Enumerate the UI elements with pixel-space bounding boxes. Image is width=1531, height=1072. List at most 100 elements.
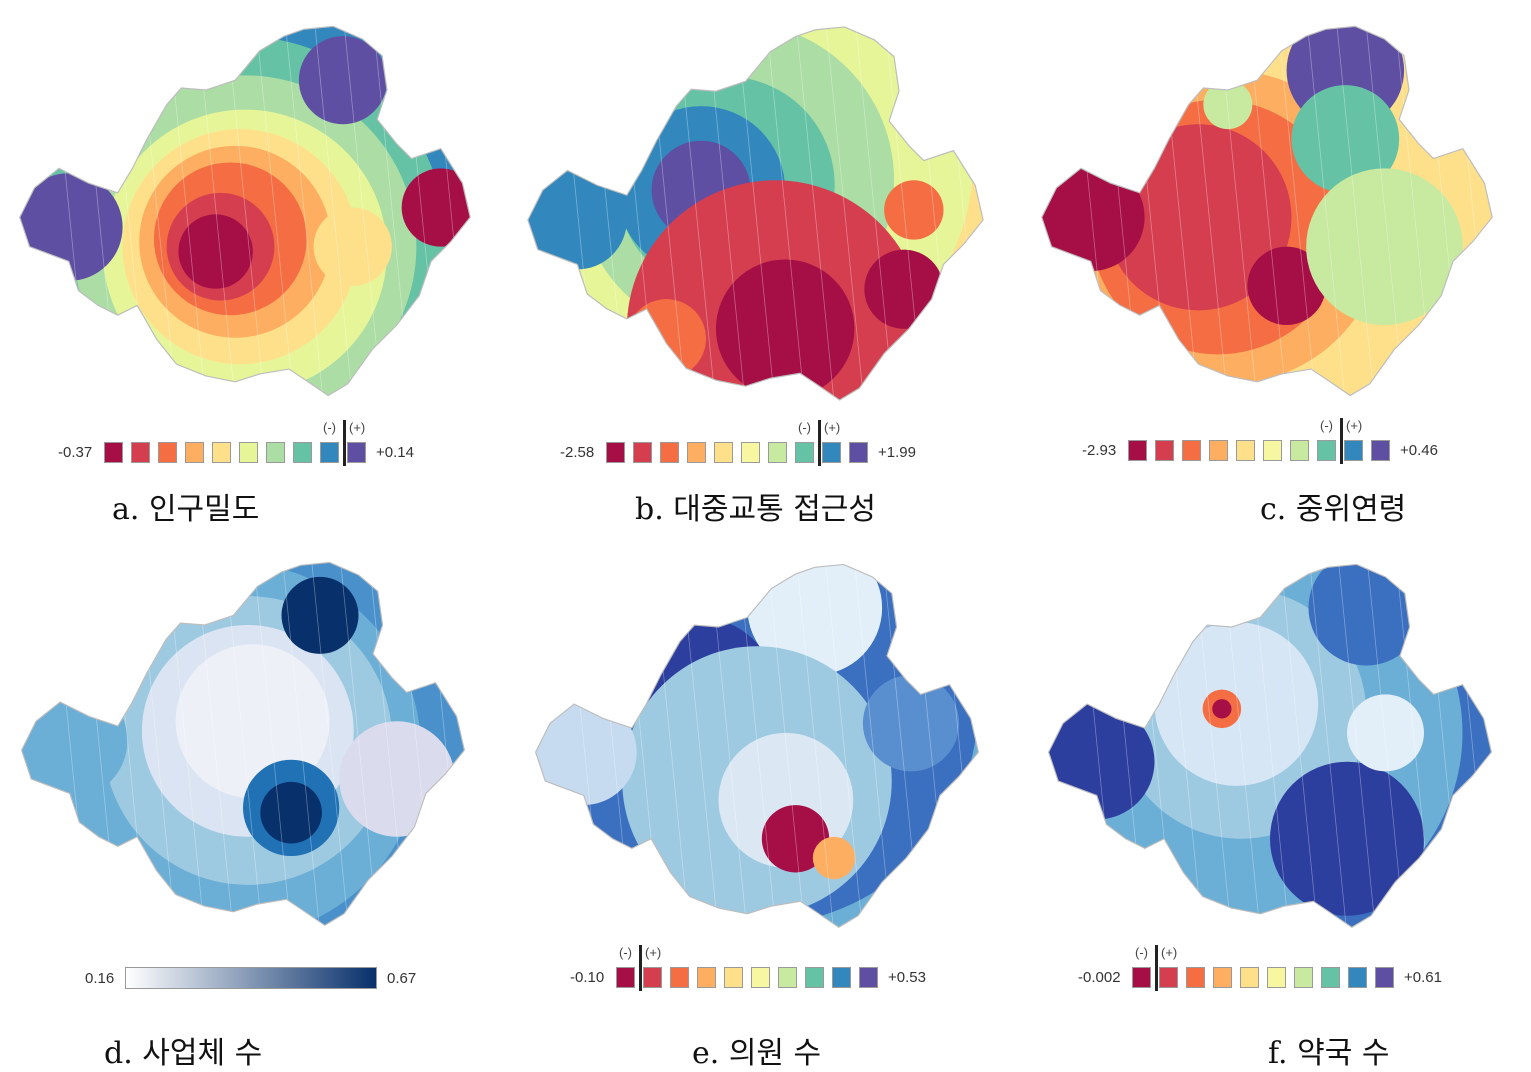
zero-divider <box>818 420 821 466</box>
district-boundary <box>1308 564 1348 928</box>
map-region <box>761 805 830 873</box>
legend-min-label: -2.93 <box>1082 442 1117 459</box>
legend-swatch <box>293 442 312 463</box>
negative-sign-label: (-) <box>1320 418 1333 433</box>
panel-a-population-density: -0.37 +0.14 (-) (+) a. 인구밀도 <box>0 0 510 540</box>
legend-swatch <box>1294 967 1313 988</box>
legend-swatch <box>131 442 150 463</box>
legend-swatch <box>795 442 814 463</box>
legend-max-label: +0.14 <box>376 444 414 461</box>
seoul-choropleth-map <box>535 563 980 928</box>
legend-swatch <box>1317 440 1336 461</box>
negative-sign-label: (-) <box>1135 945 1148 960</box>
legend-min-label: -0.002 <box>1078 969 1121 986</box>
negative-sign-label: (-) <box>323 420 336 435</box>
district-boundary <box>794 26 836 400</box>
legend-max-label: +0.61 <box>1404 969 1442 986</box>
district-boundary <box>824 26 865 400</box>
map-region <box>260 781 322 844</box>
district-boundary <box>283 26 324 396</box>
district-boundary <box>852 564 893 928</box>
map-region <box>1291 85 1400 193</box>
legend-swatch <box>1209 440 1228 461</box>
legend-swatch <box>633 442 652 463</box>
legend-swatch <box>724 967 743 988</box>
legend-max-label: +1.99 <box>878 444 916 461</box>
district-boundary <box>823 564 864 928</box>
legend-swatch <box>687 442 706 463</box>
legend-swatch <box>805 967 824 988</box>
legend-swatch <box>751 967 770 988</box>
legend-swatch <box>1344 440 1363 461</box>
legend-swatch <box>1263 440 1282 461</box>
legend-swatch <box>1132 967 1151 988</box>
map-region <box>281 576 359 654</box>
district-boundary <box>1365 564 1406 928</box>
district-boundary <box>1305 26 1346 396</box>
city-outline <box>1041 25 1493 397</box>
legend-swatch <box>1182 440 1201 461</box>
legend-swatch <box>606 442 625 463</box>
district-boundary <box>252 562 292 926</box>
legend-swatch <box>212 442 231 463</box>
legend-swatch <box>104 442 123 463</box>
legend-swatch <box>266 442 285 463</box>
map-region <box>313 207 392 286</box>
zero-divider <box>1155 945 1158 991</box>
legend-swatch <box>822 442 841 463</box>
district-boundary <box>281 562 321 926</box>
district-boundary <box>766 564 806 928</box>
legend-swatch <box>347 442 366 463</box>
legend-min-label: -2.58 <box>560 444 595 461</box>
positive-sign-label: (+) <box>1161 945 1178 960</box>
panel-e-clinic-count: -0.10 +0.53 (-) (+) e. 의원 수 <box>510 540 1020 1072</box>
map-region <box>1347 694 1424 772</box>
positive-sign-label: (+) <box>645 945 662 960</box>
legend-swatch <box>1375 967 1394 988</box>
district-boundary <box>795 564 835 928</box>
city-outline <box>19 25 471 397</box>
district-boundary <box>342 26 383 396</box>
panel-c-median-age: -2.93 +0.46 (-) (+) c. 중위연령 <box>1020 0 1531 540</box>
legend-swatch <box>1236 440 1255 461</box>
zero-divider <box>343 420 346 466</box>
legend-swatch <box>320 442 339 463</box>
legend-swatch <box>1267 967 1286 988</box>
legend-max-label: 0.67 <box>387 970 417 987</box>
positive-sign-label: (+) <box>349 420 366 435</box>
legend-swatch <box>616 967 635 988</box>
legend-swatch <box>1290 440 1309 461</box>
panel-caption: b. 대중교통 접근성 <box>635 492 877 527</box>
map-region <box>339 721 455 837</box>
map-region <box>1203 80 1253 130</box>
district-boundary <box>313 26 354 396</box>
legend-swatch <box>832 967 851 988</box>
map-region <box>401 168 471 247</box>
legend-swatch <box>643 967 662 988</box>
panel-caption: a. 인구밀도 <box>112 492 260 527</box>
legend-swatch <box>1186 967 1205 988</box>
panel-b-transit-access: -2.58 +1.99 (-) (+) b. 대중교통 접근성 <box>510 0 1020 540</box>
map-region <box>1041 163 1145 272</box>
seoul-choropleth-map <box>527 26 984 401</box>
panel-caption: d. 사업체 수 <box>104 1036 263 1071</box>
map-region <box>812 836 856 880</box>
seoul-choropleth-map <box>19 25 471 397</box>
seoul-choropleth-map <box>1048 563 1493 928</box>
district-boundary <box>1276 26 1317 396</box>
legend-swatch <box>185 442 204 463</box>
map-region <box>884 180 944 240</box>
legend-max-label: +0.53 <box>888 969 926 986</box>
map-region <box>1212 699 1232 719</box>
map-region <box>298 36 387 125</box>
district-boundary <box>1279 564 1319 928</box>
legend-swatch <box>714 442 733 463</box>
positive-sign-label: (+) <box>824 420 841 435</box>
legend-swatch <box>1213 967 1232 988</box>
map-region <box>535 699 637 806</box>
legend-swatch <box>778 967 797 988</box>
legend-swatch <box>1348 967 1367 988</box>
panel-caption: c. 중위연령 <box>1260 492 1407 527</box>
district-boundary <box>854 26 895 400</box>
legend-swatch <box>1371 440 1390 461</box>
